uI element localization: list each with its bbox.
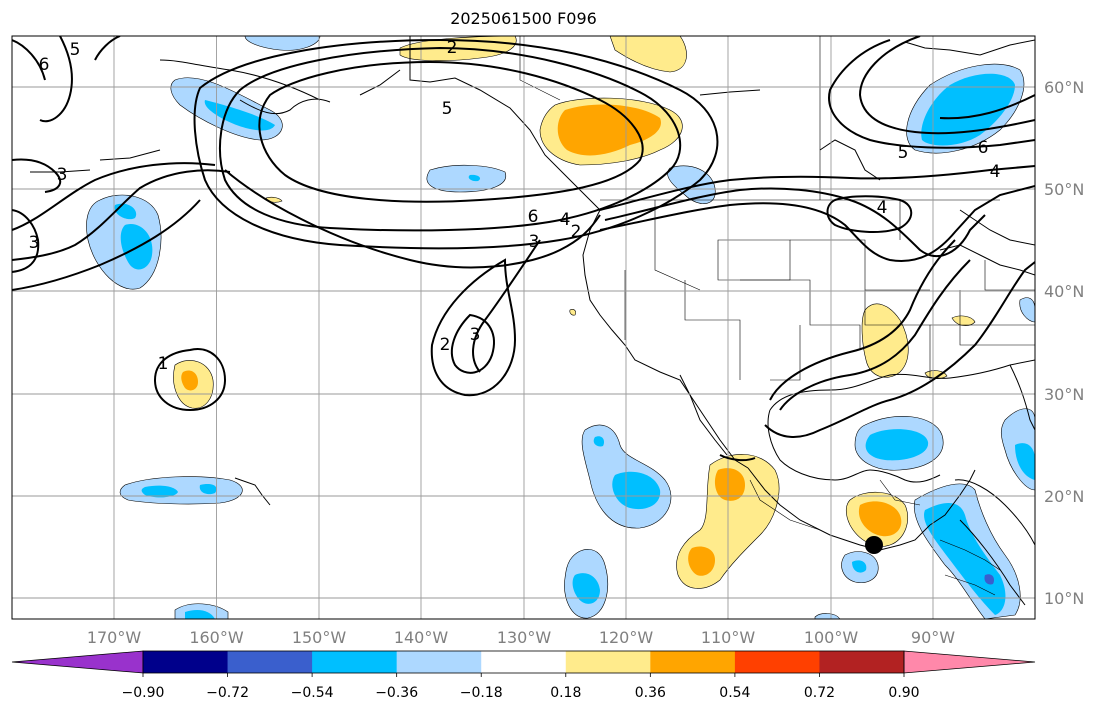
contour-label: 5 [442,99,453,119]
colorbar-tick-label: 0.90 [888,685,919,701]
lon-tick-label: 100°W [804,628,859,647]
contour-label: 2 [571,222,582,242]
contour-label: 4 [990,162,1001,182]
colorbar-segment [227,651,313,673]
colorbar-extend-low [11,650,144,674]
colorbar-tick-label: −0.72 [206,685,249,701]
contour-label: 3 [29,233,40,253]
lat-tick-label: 10°N [1044,589,1084,608]
colorbar-tick-label: 0.72 [804,685,835,701]
map-frame [11,35,1036,620]
colorbar-segment [481,651,567,673]
colorbar: −0.90 −0.72 −0.54 −0.36 −0.18 0.18 0.36 0.54 0.7… [11,650,1036,701]
colorbar-tick-label: 0.18 [550,685,581,701]
colorbar-tick-label: 0.36 [635,685,666,701]
contour-label: 4 [877,198,888,218]
colorbar-extend-high [903,650,1036,674]
colorbar-segment [734,651,820,673]
lon-tick-label: 120°W [599,628,654,647]
location-marker [865,536,883,554]
contour-label: 2 [447,38,458,58]
lat-tick-label: 50°N [1044,180,1084,199]
lat-tick-label: 60°N [1044,78,1084,97]
contour-label: 3 [529,232,540,252]
lon-tick-label: 170°W [87,628,142,647]
colorbar-segment [143,651,229,673]
colorbar-segment [312,651,398,673]
lon-tick-label: 160°W [189,628,244,647]
colorbar-tick-label: −0.18 [460,685,503,701]
colorbar-segment [819,651,905,673]
colorbar-outline [142,650,905,674]
lon-tick-label: 140°W [394,628,449,647]
colorbar-tick-label: −0.90 [122,685,165,701]
lon-tick-label: 110°W [701,628,756,647]
contour-label: 5 [70,40,81,60]
lon-tick-label: 90°W [911,628,955,647]
contour-lines [12,36,1035,462]
contour-labels: 2 5 6 4 3 2 3 2 1 6 5 3 3 5 6 4 4 [29,38,1001,374]
contour-label: 5 [898,143,909,163]
contour-label: 4 [560,210,571,230]
state-borders [519,36,1035,596]
map-title: 2025061500 F096 [450,9,597,28]
contour-label: 3 [57,165,68,185]
latitude-labels: 60°N 50°N 40°N 30°N 20°N 10°N [1044,78,1084,608]
colorbar-segment [565,651,651,673]
coastlines [30,36,1035,606]
lon-tick-label: 130°W [497,628,552,647]
map-panel: 2 5 6 4 3 2 3 2 1 6 5 3 3 5 6 4 4 [12,36,1035,619]
colorbar-tick-label: −0.54 [291,685,334,701]
contour-label: 1 [158,354,169,374]
colorbar-segment [396,651,482,673]
contour-label: 6 [39,55,50,75]
lat-tick-label: 30°N [1044,385,1084,404]
colorbar-segment [650,651,736,673]
longitude-labels: 170°W 160°W 150°W 140°W 130°W 120°W 110°… [87,628,955,647]
colorbar-tick-label: 0.54 [719,685,750,701]
lon-tick-label: 150°W [292,628,347,647]
contour-label: 6 [978,138,989,158]
contour-label: 6 [528,207,539,227]
lat-tick-label: 20°N [1044,487,1084,506]
lat-tick-label: 40°N [1044,282,1084,301]
colorbar-tick-label: −0.36 [375,685,418,701]
contour-label: 3 [470,325,481,345]
contour-label: 2 [440,335,451,355]
